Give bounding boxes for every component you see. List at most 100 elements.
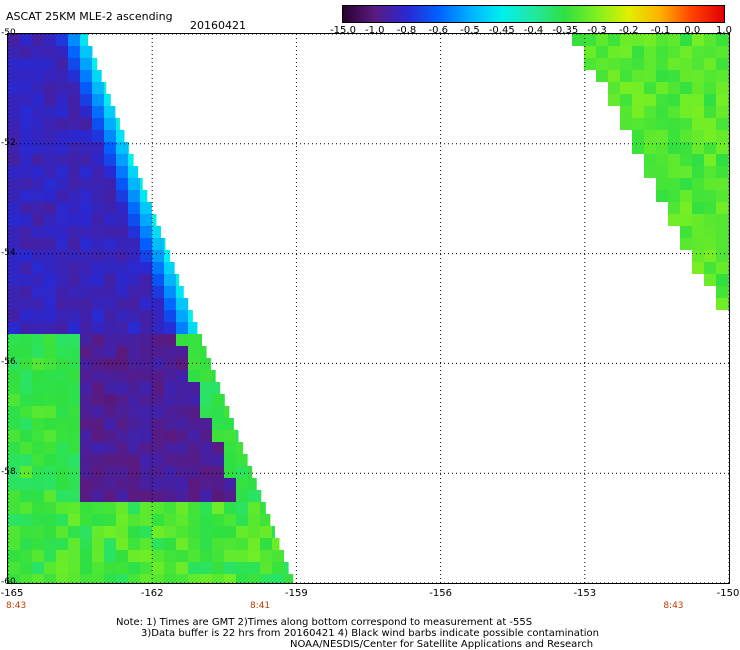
heatmap-cell	[8, 310, 20, 322]
heatmap-cell	[596, 58, 608, 70]
heatmap-cell	[644, 70, 656, 82]
heatmap-cell	[140, 226, 152, 238]
heatmap-cell	[716, 34, 728, 46]
heatmap-cell	[32, 466, 44, 478]
y-tick-label: -54	[1, 247, 16, 258]
heatmap-cell	[644, 106, 656, 118]
heatmap-cell	[92, 406, 104, 418]
heatmap-cell	[8, 430, 20, 442]
heatmap-cell	[248, 574, 260, 586]
heatmap-cell	[56, 190, 68, 202]
heatmap-cell	[56, 106, 68, 118]
heatmap-cell	[236, 550, 248, 562]
heatmap-cell	[32, 490, 44, 502]
heatmap-cell	[32, 478, 44, 490]
heatmap-cell	[44, 538, 56, 550]
heatmap-cells	[8, 34, 740, 586]
heatmap-cell	[152, 442, 164, 454]
heatmap-cell	[140, 298, 152, 310]
heatmap-cell	[716, 130, 728, 142]
heatmap-cell	[728, 70, 740, 82]
heatmap-cell	[56, 478, 68, 490]
heatmap-cell	[92, 490, 104, 502]
heatmap-cell	[32, 94, 44, 106]
heatmap-cell	[8, 370, 20, 382]
heatmap-cell	[644, 154, 656, 166]
heatmap-cell	[56, 442, 68, 454]
heatmap-cell	[104, 346, 116, 358]
heatmap-cell	[20, 214, 32, 226]
heatmap-cell	[68, 154, 80, 166]
heatmap-cell	[8, 502, 20, 514]
heatmap-cell	[116, 442, 128, 454]
heatmap-cell	[692, 130, 704, 142]
heatmap-cell	[92, 322, 104, 334]
heatmap-cell	[92, 370, 104, 382]
heatmap-cell	[8, 70, 20, 82]
heatmap-cell	[56, 490, 68, 502]
heatmap-cell	[44, 430, 56, 442]
heatmap-cell	[680, 94, 692, 106]
heatmap-cell	[212, 394, 224, 406]
heatmap-cell	[32, 322, 44, 334]
heatmap-cell	[236, 478, 248, 490]
heatmap-cell	[188, 526, 200, 538]
heatmap-cell	[56, 154, 68, 166]
heatmap-cell	[44, 34, 56, 46]
heatmap-cell	[92, 238, 104, 250]
heatmap-cell	[620, 58, 632, 70]
heatmap-cell	[140, 238, 152, 250]
heatmap-cell	[92, 358, 104, 370]
heatmap-cell	[56, 118, 68, 130]
heatmap-cell	[104, 430, 116, 442]
heatmap-cell	[80, 526, 92, 538]
heatmap-cell	[716, 250, 728, 262]
heatmap-cell	[56, 430, 68, 442]
heatmap-cell	[68, 34, 80, 46]
heatmap-cell	[140, 262, 152, 274]
heatmap-cell	[104, 130, 116, 142]
heatmap-cell	[80, 406, 92, 418]
heatmap-cell	[704, 238, 716, 250]
heatmap-cell	[92, 202, 104, 214]
heatmap-cell	[704, 226, 716, 238]
heatmap-cell	[8, 154, 20, 166]
heatmap-cell	[728, 274, 740, 286]
heatmap-cell	[92, 562, 104, 574]
heatmap-cell	[44, 322, 56, 334]
heatmap-cell	[716, 274, 728, 286]
heatmap-cell	[116, 250, 128, 262]
heatmap-cell	[140, 538, 152, 550]
heatmap-cell	[8, 562, 20, 574]
heatmap-cell	[656, 70, 668, 82]
plot-area	[7, 33, 740, 586]
heatmap-cell	[104, 382, 116, 394]
heatmap-cell	[584, 58, 596, 70]
heatmap-cell	[68, 130, 80, 142]
heatmap-cell	[68, 538, 80, 550]
heatmap-cell	[116, 514, 128, 526]
heatmap-cell	[176, 298, 188, 310]
heatmap-cell	[188, 310, 193, 322]
heatmap-cell	[716, 190, 728, 202]
heatmap-cell	[20, 190, 32, 202]
heatmap-cell	[656, 118, 668, 130]
heatmap-cell	[680, 70, 692, 82]
heatmap-cell	[668, 46, 680, 58]
heatmap-cell	[8, 478, 20, 490]
heatmap-cell	[284, 574, 294, 586]
heatmap-cell	[44, 574, 56, 586]
heatmap-cell	[104, 550, 116, 562]
heatmap-cell	[68, 514, 80, 526]
heatmap-cell	[104, 214, 116, 226]
heatmap-cell	[44, 358, 56, 370]
heatmap-cell	[80, 274, 92, 286]
heatmap-cell	[620, 106, 632, 118]
heatmap-cell	[704, 250, 716, 262]
heatmap-cell	[116, 142, 128, 154]
heatmap-cell	[104, 202, 116, 214]
heatmap-cell	[92, 58, 98, 70]
heatmap-cell	[8, 118, 20, 130]
heatmap-cell	[44, 154, 56, 166]
heatmap-cell	[44, 58, 56, 70]
